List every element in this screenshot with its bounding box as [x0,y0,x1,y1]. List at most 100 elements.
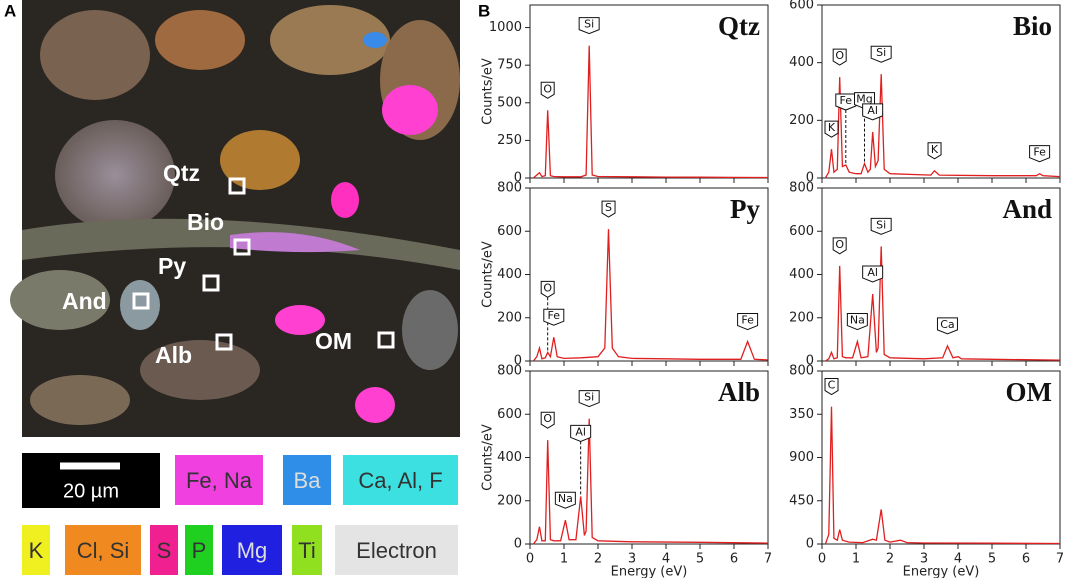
x-axis-label: Energy (eV) [903,565,980,578]
y-axis-label: Counts/eV [481,58,496,125]
y-tick-label: 0 [514,537,522,552]
annotation-box [870,45,892,63]
y-tick-label: 1000 [489,20,522,35]
legend-swatch [150,525,178,575]
legend-label: Mg [237,538,268,563]
x-tick-label: 2 [594,552,602,567]
annotation-box [870,217,892,235]
annotation-label: Na [558,492,573,505]
x-tick-label: 3 [628,552,636,567]
y-tick-label: 800 [789,181,814,196]
x-tick-label: 1 [560,552,568,567]
legend-swatch [185,525,213,575]
y-tick-label: 600 [789,224,814,239]
map-label: OM [315,328,352,354]
x-tick-label: 5 [988,552,996,567]
spectrum-line [825,246,1061,362]
legend-label: P [192,538,207,563]
annotation-label: S [605,201,612,214]
annotation-label: Fe [1033,146,1046,159]
spectrum-panel: 0 200 400 600 800 0 1 2 3 4 5 6 7 Counts/eV Energy (eV… [481,364,773,578]
annotation-label: Mg [856,93,872,106]
x-tick-label: 7 [764,552,772,567]
spectrum-panel: 0 200 400 600 800 Counts/eV Py O Fe S Fe [481,181,769,369]
scale-bar-label: 20 µm [63,480,119,502]
annotation-box [554,491,576,509]
annotation-label: O [835,49,844,62]
x-tick-label: 1 [852,552,860,567]
map-marker [215,333,233,351]
annotation-box [540,411,555,429]
spectrum-line [532,418,769,545]
y-axis-label: Counts/eV [481,241,496,308]
annotation-label: Na [850,314,865,327]
annotation-box [835,93,857,111]
annotation-box [578,17,600,35]
legend-label: Electron [356,538,437,563]
map-label: Bio [187,209,224,235]
annotation-box [927,142,942,160]
y-tick-label: 800 [789,364,814,379]
annotation-box [846,313,868,331]
x-tick-label: 7 [1056,552,1064,567]
x-tick-label: 4 [954,552,962,567]
annotation-box [832,48,847,66]
annotation-box [824,120,839,138]
y-tick-label: 400 [789,55,814,70]
y-tick-label: 200 [789,310,814,325]
annotation-box [1029,145,1051,163]
annotation-label: Al [867,104,878,117]
y-axis-label: Counts/eV [481,424,496,491]
annotation-label: Fe [741,314,754,327]
legend-label: K [29,538,44,563]
annotation-label: O [835,238,844,251]
annotation-box [540,280,555,298]
map-marker [202,274,220,292]
panel-label: B [478,1,490,20]
annotation-label: K [828,121,836,134]
legend-label: Ti [298,538,316,563]
map-marker [233,238,251,256]
legend-swatch [175,455,263,505]
annotation-label: O [543,412,552,425]
annotation-box [578,390,600,408]
y-tick-label: 0 [806,537,814,552]
y-tick-label: 200 [497,493,522,508]
legend-swatch [335,525,458,575]
legend-swatch [65,525,141,575]
panel-label: A [4,1,16,20]
map-marker [228,177,246,195]
annotation-box [540,81,555,99]
y-tick-label: 0 [514,171,522,186]
legend-label: S [157,538,172,563]
map-marker [132,292,150,310]
y-tick-label: 0 [806,171,814,186]
element-legend: 20 µm Fe, Na Ba Ca, Al, F K Cl, Si S P Mg Ti Elect… [22,453,458,575]
annotation-label: O [543,281,552,294]
annotation-box [737,313,759,331]
annotation-label: Al [867,266,878,279]
annotation-box [832,237,847,255]
x-tick-label: 6 [1022,552,1030,567]
spectrum-line [824,406,1061,545]
x-tick-label: 0 [818,552,826,567]
legend-label: Ca, Al, F [358,468,442,493]
annotation-label: O [543,82,552,95]
legend-swatch [292,525,322,575]
spectrum-title: Py [730,194,760,224]
annotation-box [543,308,565,326]
annotation-box [862,103,884,121]
legend-label: Cl, Si [77,538,130,563]
legend-label: Ba [294,468,322,493]
spectrum-panel: 0 200 400 600 800 And O Na Al Si Ca [789,181,1061,369]
annotation-label: Si [584,391,594,404]
element-map [10,0,460,437]
y-tick-label: 200 [497,310,522,325]
annotation-label: Si [876,218,886,231]
x-tick-label: 4 [662,552,670,567]
y-tick-label: 900 [789,450,814,465]
spectrum-title: And [1002,194,1052,224]
plot-frame [529,4,769,179]
spectrum-title: Alb [718,377,760,407]
